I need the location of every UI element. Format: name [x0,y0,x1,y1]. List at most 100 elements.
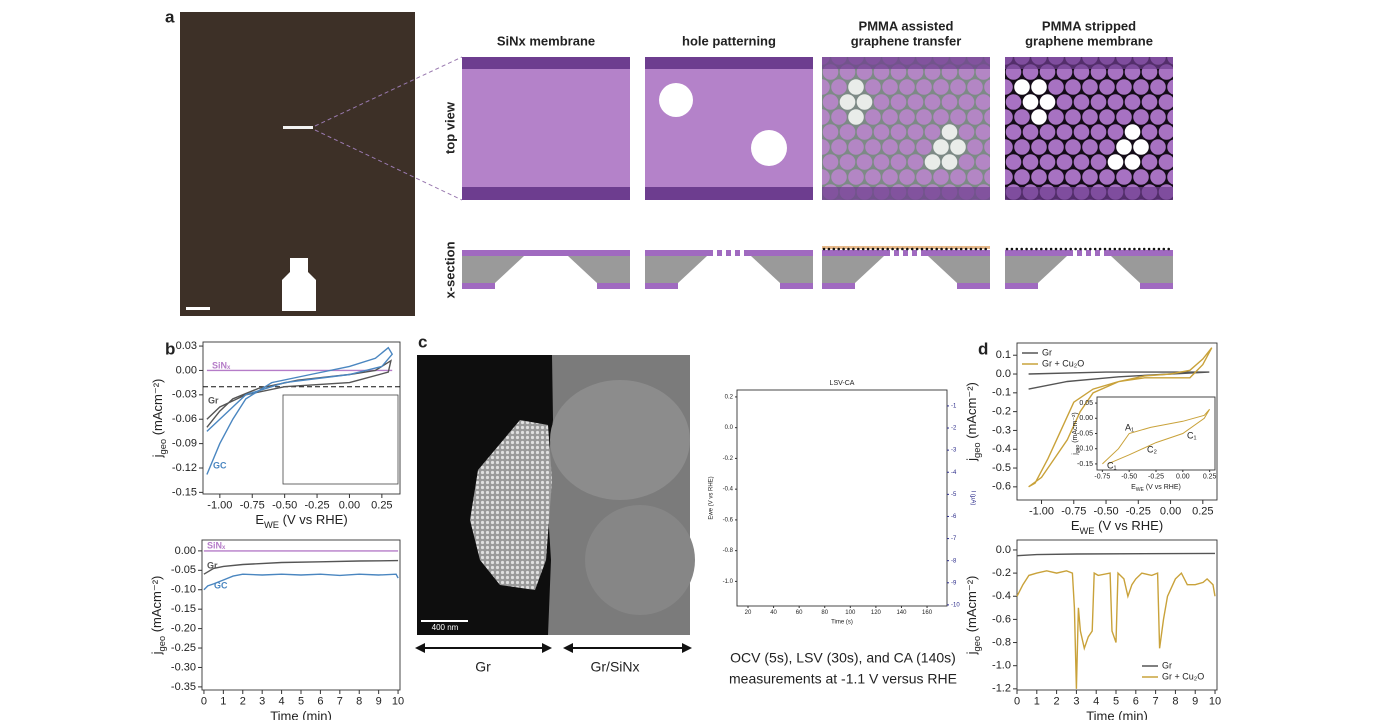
graphene-cell [882,169,898,185]
series-line [206,346,394,475]
graphene-atom [866,247,870,251]
hole-gap [1091,249,1095,257]
y-axis-label: jgeo (mAcm⁻²) [150,379,168,459]
hole [751,130,787,166]
step-header: graphene transfer [851,33,962,48]
back-layer [1005,283,1038,289]
annotation: A₁ [1125,422,1134,432]
y-axis-label: jgeo (mAcm⁻²) [149,576,167,656]
substrate [1005,256,1067,283]
y-tick-label: -0.2 [992,406,1011,418]
x-tick-label: 0.00 [1160,506,1181,518]
graphene-cell [950,169,966,185]
annotation: C₁ [1187,430,1197,440]
x-axis-label: EWE (V vs RHE) [1131,484,1181,493]
graphene-atom [969,247,973,251]
x-tick-label: 160 [922,610,933,616]
graphene-atom [1162,247,1166,251]
graphene-atom [1108,247,1112,251]
graphene-cell [822,169,830,185]
x-tick-label: 40 [770,610,777,616]
x-tick-label: 80 [821,610,828,616]
graphene-cell [975,94,990,110]
graphene-atom [852,247,855,251]
graphene-cell [822,199,826,200]
caption: measurements at -1.1 V versus RHE [729,671,957,687]
graphene-cell [839,154,856,170]
y-tick-label: 0.00 [175,545,196,557]
y-tick-label: -0.25 [171,642,196,654]
step-header: PMMA assisted [859,18,954,33]
x-tick-label: 1 [1034,696,1040,708]
graphene-cell [1082,139,1098,155]
graphene-cell [1031,169,1047,185]
y-tick-label: -0.4 [992,443,1011,455]
y-tick-label: -0.09 [172,438,197,450]
y-tick-label: 0.05 [1079,400,1093,407]
graphene-cell [1022,154,1039,170]
graphene-cell [1107,124,1124,140]
back-layer [780,283,813,289]
graphene-atom [1152,247,1156,251]
graphene-cell [899,139,915,155]
graphene-cell [1065,139,1081,155]
x-section [645,249,813,289]
graphene-cell [839,124,856,140]
substrate [645,256,707,283]
graphene-cell [984,109,990,125]
y-axis-label: jgeo (mAcm⁻²) [1072,412,1081,455]
frame-band [1005,57,1173,69]
substrate [751,256,813,283]
graphene-cell [984,79,990,95]
x-tick-label: 0 [1014,696,1020,708]
graphene-cell [1082,169,1098,185]
x-tick-label: 2 [1054,696,1060,708]
graphene-atom [1138,247,1141,251]
graphene-cell [1014,139,1030,155]
hole-gap [908,249,912,257]
x-tick-label: 3 [1073,696,1079,708]
graphene-atom [959,247,963,251]
zoom-line [314,56,463,127]
graphene-atom [974,247,978,251]
graphene-cell [1022,94,1039,110]
panel-label: c [418,332,427,351]
graphene-cell [916,109,932,125]
graphene-cell [1103,199,1111,200]
legend-label: Gr [1042,347,1052,357]
y-tick-label: -1.0 [992,660,1011,672]
frame-band [462,187,630,200]
graphene-cell [1107,154,1124,170]
x-tick-label: -1.00 [1029,506,1054,518]
graphene-cell [967,79,983,95]
series-line [1016,570,1216,689]
zoom-line [314,129,463,201]
graphene-cell [865,109,881,125]
y-tick-label: 0.03 [176,340,197,352]
graphene-cell [1133,139,1149,155]
graphene-cell [1176,154,1192,170]
graphene-atom [1015,247,1019,251]
frame-band [822,187,990,200]
graphene-cell [1150,139,1166,155]
y-tick-label: 0.2 [725,394,734,400]
graphene-cell [1048,109,1064,125]
x-axis-label: Time (min) [1086,708,1148,720]
graphene-cell [1167,139,1173,155]
graphene-cell [1141,94,1158,110]
graphene-cell [848,79,864,95]
graphene-cell [1039,154,1056,170]
graphene-atom [1157,247,1161,251]
graphene-cell [1056,94,1073,110]
graphene-atom [979,247,983,251]
x-tick-label: 6 [1133,696,1139,708]
y-tick-label: -0.3 [992,424,1011,436]
graphene-cell [916,79,932,95]
graphene-cell [865,139,881,155]
x-tick-label: -0.75 [1094,474,1110,481]
back-layer [1140,283,1173,289]
hole-gap [722,249,726,257]
graphene-cell [1158,94,1173,110]
graphene-cell [1090,154,1107,170]
